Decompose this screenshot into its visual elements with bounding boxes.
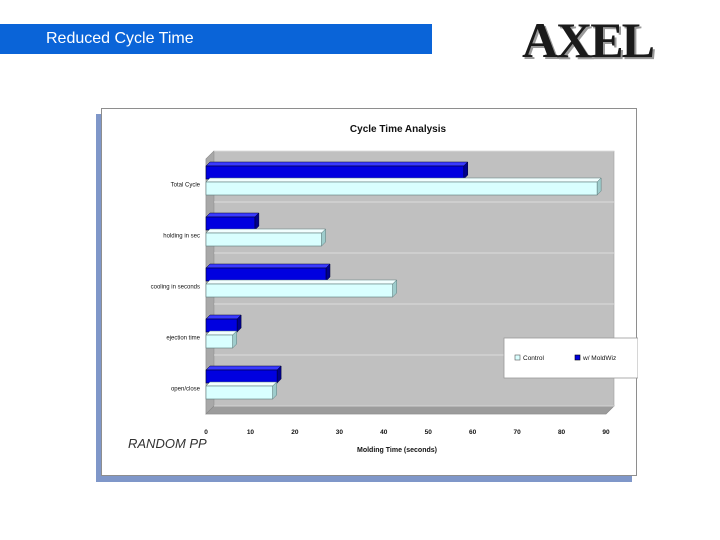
chart-title: Cycle Time Analysis (350, 124, 447, 135)
bar-top (205, 279, 398, 285)
chart-legend: Control w/ MoldWiz (503, 337, 638, 379)
legend-box (503, 337, 638, 379)
x-tick-label: 70 (513, 429, 521, 436)
bar-moldwiz (205, 318, 238, 333)
x-tick-label: 80 (558, 429, 566, 436)
bar-control (205, 385, 273, 400)
plot-area: 0 10 20 30 40 50 60 70 80 90 Total Cycle holding in… (151, 150, 615, 436)
legend-swatch-moldwiz (574, 354, 581, 361)
category-label: holding in sec (163, 234, 200, 240)
legend-label-control: Control (523, 355, 545, 362)
bar-top (205, 228, 327, 234)
legend-label-moldwiz: w/ MoldWiz (582, 355, 616, 362)
bar-top (205, 314, 242, 320)
bar-moldwiz (205, 216, 256, 231)
category-label: open/close (171, 387, 201, 393)
x-tick-label: 40 (380, 429, 388, 436)
bar-control (205, 232, 322, 247)
x-tick-label: 30 (336, 429, 344, 436)
x-tick-label: 10 (247, 429, 255, 436)
category-label: ejection time (166, 336, 200, 342)
bar-top (205, 161, 469, 167)
bar-control (205, 334, 233, 349)
x-tick-label: 0 (204, 429, 208, 436)
x-axis-label: Molding Time (seconds) (357, 447, 437, 454)
plot-floor (205, 405, 615, 415)
bar-top (205, 330, 238, 336)
legend-swatch-control (514, 354, 521, 361)
x-tick-label: 20 (291, 429, 299, 436)
bar-moldwiz (205, 369, 278, 384)
bar-top (205, 177, 602, 183)
chart-frame: Cycle Time Analysis 0 10 20 30 40 50 60 70 80 90 T… (101, 108, 638, 476)
bar-control (205, 283, 393, 298)
random-pp-label: RANDOM PP (128, 436, 207, 451)
category-label: Total Cycle (171, 183, 201, 189)
bar-moldwiz (205, 267, 327, 282)
category-label: cooling in seconds (151, 285, 200, 291)
bar-top (205, 212, 260, 218)
axel-logo: AXEL (522, 12, 655, 68)
bar-top (205, 381, 278, 387)
bar-top (205, 263, 331, 269)
x-tick-label: 50 (425, 429, 433, 436)
x-tick-label: 60 (469, 429, 477, 436)
cycle-time-chart: Cycle Time Analysis 0 10 20 30 40 50 60 70 80 90 T… (151, 124, 638, 454)
bar-control (205, 181, 598, 196)
x-tick-label: 90 (602, 429, 610, 436)
slide-title: Reduced Cycle Time (0, 24, 432, 54)
bar-top (205, 365, 282, 371)
bar-moldwiz (205, 165, 465, 180)
